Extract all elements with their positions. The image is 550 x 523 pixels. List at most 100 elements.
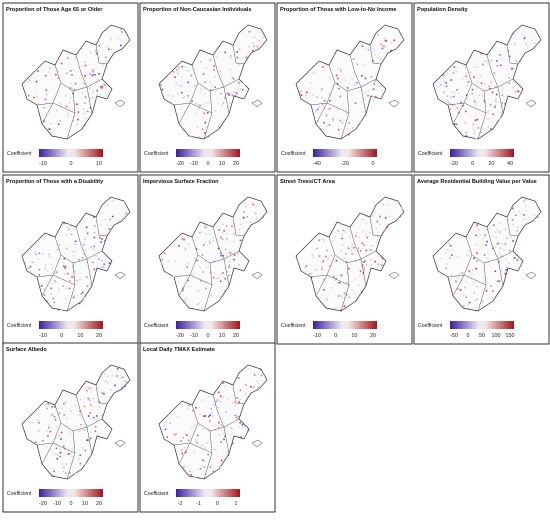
colorbar-tick: 0: [60, 333, 63, 339]
map-cell: [516, 230, 519, 232]
map-cell: [476, 252, 478, 254]
map-cell: [229, 252, 232, 254]
map-cell: [366, 236, 369, 239]
map-cell: [103, 263, 106, 266]
map-cell: [253, 36, 255, 38]
map-cell: [86, 110, 89, 113]
map-cell: [501, 101, 504, 104]
map-cell: [216, 399, 219, 401]
map-cell: [37, 70, 39, 72]
map-cell: [218, 421, 220, 424]
map-cell: [501, 89, 504, 92]
colorbar-tick: 10: [96, 161, 102, 167]
map-cell: [217, 247, 220, 250]
map-cell: [120, 376, 123, 379]
map-cell: [456, 107, 459, 109]
map-cell: [44, 74, 47, 77]
map-cell: [224, 385, 227, 388]
map-cell: [210, 89, 212, 91]
map-cell: [62, 445, 65, 448]
map-cell: [258, 40, 261, 42]
map-cell: [492, 290, 494, 292]
map-cell: [226, 450, 229, 453]
map-cell: [198, 406, 200, 409]
map-cell: [183, 286, 185, 289]
map-cell: [62, 470, 65, 473]
map-cell: [318, 105, 321, 108]
map-cell: [48, 67, 50, 70]
map-cell: [483, 83, 486, 85]
map-cell: [205, 102, 208, 104]
map-cell: [236, 56, 239, 59]
map-cell: [374, 80, 376, 82]
map-cell: [46, 407, 49, 410]
district-line: [223, 86, 230, 115]
map-cell: [124, 385, 126, 387]
map-cell: [161, 259, 164, 261]
colorbar-tick: 20: [233, 333, 239, 339]
map-cell: [499, 54, 501, 56]
map-cell: [204, 121, 207, 124]
colorbar: [39, 149, 103, 157]
map-cell: [77, 111, 80, 113]
map-cell: [102, 83, 104, 86]
map-cell: [322, 128, 324, 130]
map-cell: [498, 280, 501, 283]
map-cell: [224, 96, 226, 99]
map-cell: [186, 70, 188, 72]
map-cell: [479, 233, 481, 236]
map-cell: [172, 276, 175, 278]
map-cell: [196, 303, 199, 306]
map-cell: [89, 107, 92, 109]
map-cell: [66, 247, 69, 250]
map-cell: [193, 450, 195, 453]
map-cell: [180, 85, 182, 88]
island: [251, 439, 263, 448]
map-cell: [52, 297, 55, 300]
map-cell: [209, 420, 211, 422]
map-cell: [182, 436, 185, 439]
map-cell: [55, 447, 58, 450]
map-cell: [312, 94, 314, 97]
map-cell: [95, 255, 97, 257]
colorbar-tick: 10: [351, 333, 357, 339]
map-cell: [504, 257, 507, 260]
map-cell: [175, 81, 177, 83]
map-cell: [371, 245, 373, 247]
map-cell: [79, 415, 81, 417]
map-cell: [496, 280, 499, 282]
map-cell: [67, 453, 70, 455]
map-cell: [340, 119, 343, 121]
map-cell: [201, 465, 203, 467]
map-cell: [462, 104, 464, 107]
legend-label: Coefficient: [7, 323, 32, 329]
colorbar-tick: 0: [216, 501, 219, 507]
map-cell: [372, 88, 375, 91]
map-cell: [199, 266, 201, 268]
map-cell: [361, 261, 364, 264]
map-cell: [492, 47, 495, 50]
map-cell: [84, 249, 87, 252]
map-cell: [51, 406, 54, 408]
map-cell: [250, 385, 252, 388]
map-cell: [342, 260, 345, 263]
map-cell: [196, 126, 199, 129]
map-cell: [71, 265, 74, 268]
map-cell: [359, 259, 361, 261]
map-cell: [47, 435, 49, 437]
map-cell: [74, 270, 76, 273]
map-cell: [77, 103, 80, 106]
district-line: [95, 384, 108, 405]
map-cell: [88, 399, 91, 402]
map-cell: [79, 398, 82, 401]
map-cell: [63, 222, 66, 225]
map-cell: [84, 75, 86, 77]
map-cell: [399, 216, 402, 218]
map-cell: [253, 372, 255, 375]
legend-label: Coefficient: [144, 491, 169, 497]
map-cell: [98, 405, 101, 408]
map-cell: [112, 199, 114, 202]
map-cell: [93, 268, 96, 271]
map-cell: [59, 120, 61, 123]
map-cell: [208, 429, 210, 432]
